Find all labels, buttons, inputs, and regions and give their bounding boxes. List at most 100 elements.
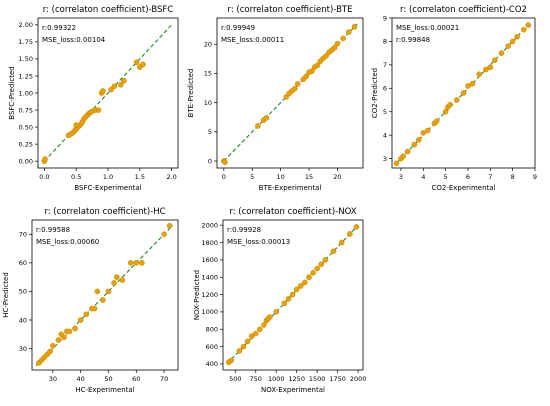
data-point bbox=[292, 85, 298, 92]
annotation-text: r:0.99928 bbox=[227, 226, 261, 234]
data-point bbox=[73, 122, 79, 128]
y-tick-label: 1000 bbox=[201, 308, 218, 316]
y-tick-label: 2.00 bbox=[19, 21, 33, 29]
data-point bbox=[273, 309, 280, 315]
y-axis-label: BSFC-Predicted bbox=[8, 66, 16, 119]
x-tick-label: 15 bbox=[305, 173, 313, 181]
y-tick-label: 6 bbox=[383, 85, 387, 93]
x-tick-label: 50 bbox=[104, 375, 112, 383]
data-point bbox=[509, 38, 516, 45]
x-tick-label: 0 bbox=[222, 173, 226, 181]
data-point bbox=[77, 317, 84, 323]
y-axis-label: HC-Predicted bbox=[2, 272, 10, 318]
data-point bbox=[314, 265, 320, 272]
data-point bbox=[306, 274, 312, 281]
data-point bbox=[453, 97, 460, 103]
plot-frame bbox=[222, 219, 364, 371]
plot-frame bbox=[31, 219, 179, 371]
data-point bbox=[255, 123, 261, 129]
y-tick-label: 1.25 bbox=[19, 72, 33, 80]
x-axis-label: CO2-Experimental bbox=[431, 184, 495, 192]
y-tick-label: 5 bbox=[208, 128, 212, 136]
annotation-text: r:0.99322 bbox=[42, 24, 76, 32]
chart-title: r: (correlaton coefficient)-BSFC bbox=[43, 5, 174, 15]
data-point bbox=[302, 279, 308, 286]
y-tick-label: 20 bbox=[204, 41, 212, 49]
y-tick-label: 7 bbox=[383, 61, 387, 69]
chart-hc: r: (correlaton coefficient)-HC 30 40 50 60 70… bbox=[2, 207, 179, 394]
data-point bbox=[340, 35, 346, 42]
x-tick-label: 1.5 bbox=[135, 173, 145, 181]
y-tick-label: 70 bbox=[19, 231, 27, 239]
data-point bbox=[331, 44, 338, 51]
fit-line bbox=[43, 24, 173, 162]
y-tick-label: 600 bbox=[206, 343, 218, 351]
x-tick-label: 5 bbox=[444, 173, 448, 181]
x-tick-label: 3 bbox=[399, 173, 403, 181]
data-point bbox=[505, 43, 511, 49]
x-axis-label: HC-Experimental bbox=[75, 386, 134, 394]
y-tick-label: 5 bbox=[383, 108, 387, 116]
x-tick-label: 40 bbox=[77, 375, 85, 383]
y-tick-label: 8 bbox=[383, 38, 387, 46]
data-point bbox=[117, 82, 124, 88]
data-point bbox=[309, 68, 315, 74]
x-tick-label: 1.0 bbox=[103, 173, 113, 181]
data-point bbox=[294, 81, 301, 87]
data-point bbox=[525, 22, 532, 28]
x-tick-label: 70 bbox=[160, 375, 168, 383]
data-point bbox=[100, 88, 106, 94]
chart-co2: r: (correlaton coefficient)-CO2 3 4 5 6 7 8 9 3 4… bbox=[371, 5, 537, 192]
data-point bbox=[476, 71, 482, 78]
x-tick-label: 7 bbox=[488, 173, 492, 181]
data-point bbox=[263, 115, 270, 121]
data-point bbox=[330, 248, 337, 255]
data-point bbox=[460, 90, 467, 96]
x-tick-label: 9 bbox=[533, 173, 537, 181]
data-point bbox=[447, 101, 453, 108]
data-point bbox=[72, 325, 78, 332]
data-point bbox=[404, 148, 411, 155]
data-point bbox=[100, 297, 106, 303]
chart-bsfc: r: (correlaton coefficient)-BSFC 0.0 0.5 1.… bbox=[8, 5, 179, 192]
chart-bte: r: (correlaton coefficient)-BTE 0 5 10 15 20 0… bbox=[187, 5, 364, 192]
x-tick-label: 1500 bbox=[309, 375, 326, 383]
data-point bbox=[119, 277, 126, 283]
data-point bbox=[236, 348, 243, 354]
data-point bbox=[244, 338, 251, 345]
data-point bbox=[442, 108, 449, 115]
y-tick-label: 0.50 bbox=[19, 123, 33, 131]
data-point bbox=[334, 40, 341, 47]
data-point bbox=[240, 343, 247, 350]
y-tick-label: 10 bbox=[204, 99, 212, 107]
data-point bbox=[424, 127, 431, 134]
data-point bbox=[133, 59, 140, 66]
y-tick-label: 0 bbox=[208, 157, 212, 165]
y-axis-label: NOX-Predicted bbox=[193, 270, 201, 320]
data-point bbox=[261, 322, 267, 328]
data-point bbox=[318, 261, 325, 268]
x-axis-label: BTE-Experimental bbox=[259, 184, 322, 192]
data-point bbox=[487, 64, 494, 71]
data-point bbox=[353, 224, 360, 230]
y-tick-label: 800 bbox=[206, 326, 218, 334]
data-point bbox=[111, 280, 117, 286]
data-point bbox=[411, 141, 418, 148]
data-point bbox=[252, 330, 259, 337]
y-tick-label: 60 bbox=[19, 259, 27, 267]
data-point bbox=[293, 286, 300, 293]
x-tick-label: 8 bbox=[511, 173, 515, 181]
data-point bbox=[393, 160, 400, 167]
data-point bbox=[161, 231, 167, 238]
data-point bbox=[514, 33, 520, 40]
y-tick-label: 40 bbox=[19, 316, 27, 324]
data-point bbox=[400, 153, 406, 160]
data-point bbox=[498, 50, 505, 56]
data-point bbox=[338, 239, 345, 246]
y-axis-label: BTE-Predicted bbox=[187, 69, 195, 118]
data-point bbox=[465, 83, 471, 89]
x-tick-label: 5 bbox=[250, 173, 254, 181]
y-tick-label: 50 bbox=[19, 288, 27, 296]
x-tick-label: 10 bbox=[276, 173, 284, 181]
